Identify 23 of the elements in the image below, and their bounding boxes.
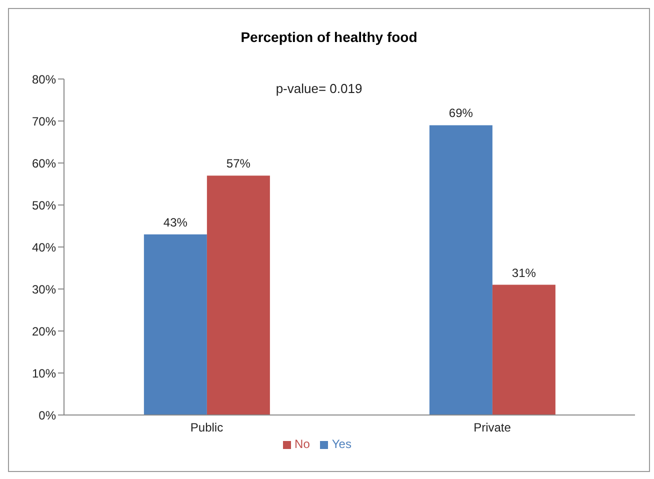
bar xyxy=(429,125,492,415)
y-tick-label: 40% xyxy=(32,240,56,254)
y-tick-label: 60% xyxy=(32,156,56,170)
x-tick-label: Private xyxy=(474,420,512,435)
chart-title: Perception of healthy food xyxy=(240,29,418,45)
y-tick-label: 70% xyxy=(32,114,56,128)
y-tick-label: 10% xyxy=(32,366,56,380)
y-tick-label: 20% xyxy=(32,324,56,338)
x-tick-label: Public xyxy=(190,420,224,435)
data-label: 43% xyxy=(163,215,188,230)
y-tick-label: 30% xyxy=(32,282,56,296)
legend-label: No xyxy=(294,437,310,451)
bar xyxy=(144,234,207,415)
data-label: 69% xyxy=(448,106,474,120)
data-label: 31% xyxy=(512,266,536,280)
data-label: 57% xyxy=(226,156,251,171)
y-tick-label: 0% xyxy=(38,408,56,422)
y-tick-label: 50% xyxy=(32,198,56,212)
y-tick-label: 80% xyxy=(32,72,56,86)
bar xyxy=(206,176,270,415)
annotation: p-value= 0.019 xyxy=(276,81,362,96)
legend-label: Yes xyxy=(332,437,352,451)
bar xyxy=(492,284,556,415)
